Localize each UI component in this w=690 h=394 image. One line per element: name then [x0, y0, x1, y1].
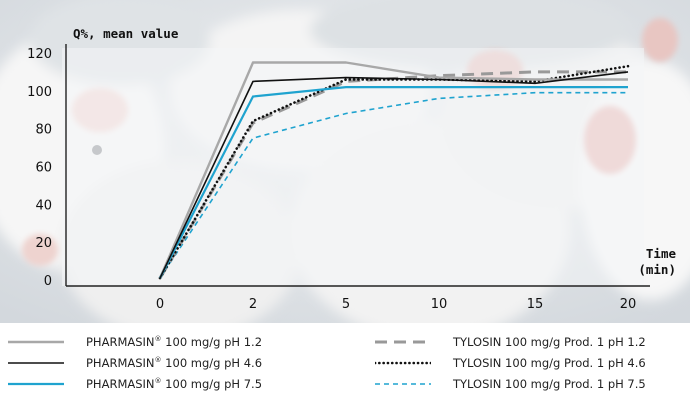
legend-brand-4: TYLOSIN [453, 356, 502, 370]
legend-text-4: 100 mg/g Prod. 1 pH 4.6 [501, 356, 646, 370]
legend-text-0: 100 mg/g pH 1.2 [161, 335, 263, 349]
series-line-2 [159, 85, 628, 279]
legend-item-1: PHARMASIN® 100 mg/g pH 4.6 [8, 353, 262, 373]
legend-item-0: PHARMASIN® 100 mg/g pH 1.2 [8, 332, 262, 352]
legend-label-1: PHARMASIN® 100 mg/g pH 4.6 [86, 356, 262, 370]
legend-label-4: TYLOSIN 100 mg/g Prod. 1 pH 4.6 [453, 356, 646, 370]
plot-panel [62, 48, 644, 286]
y-tick-label: 100 [27, 85, 52, 100]
series-line-0 [158, 61, 628, 279]
y-tick-label: 0 [44, 274, 52, 289]
legend-swatch-1 [8, 362, 64, 364]
y-tick-label: 80 [35, 123, 52, 138]
x-tick-label: 20 [620, 297, 637, 312]
legend-label-3: TYLOSIN 100 mg/g Prod. 1 pH 1.2 [453, 335, 646, 349]
legend-swatch-2 [8, 382, 64, 386]
legend-swatch-5 [375, 383, 431, 385]
series-line-1 [159, 71, 629, 279]
legend-text-3: 100 mg/g Prod. 1 pH 1.2 [501, 335, 646, 349]
legend-brand-1: PHARMASIN [86, 356, 155, 370]
x-axis-title-line1: Time [646, 246, 677, 261]
series-line-5 [159, 91, 628, 279]
legend-swatch-3 [375, 340, 431, 344]
legend-brand-0: PHARMASIN [86, 335, 155, 349]
x-tick-label: 5 [342, 297, 350, 312]
registered-mark: ® [154, 377, 162, 386]
x-tick-label: 10 [431, 297, 448, 312]
legend: PHARMASIN® 100 mg/g pH 1.2 PHARMASIN® 10… [0, 330, 690, 394]
chart-area: 0 20 40 60 80 100 120 0 2 5 10 15 20 Q%, mean value … [0, 0, 690, 323]
legend-label-2: PHARMASIN® 100 mg/g pH 7.5 [86, 377, 262, 391]
legend-brand-2: PHARMASIN [86, 377, 155, 391]
legend-swatch-0 [8, 340, 64, 344]
legend-swatch-4 [375, 361, 431, 365]
registered-mark: ® [154, 335, 162, 344]
legend-text-2: 100 mg/g pH 7.5 [161, 377, 263, 391]
y-tick-label: 120 [27, 47, 52, 62]
legend-brand-5: TYLOSIN [453, 377, 502, 391]
legend-label-5: TYLOSIN 100 mg/g Prod. 1 pH 7.5 [453, 377, 646, 391]
y-tick-label: 40 [35, 198, 52, 213]
y-tick-label: 60 [35, 161, 52, 176]
x-tick-label: 0 [156, 297, 164, 312]
y-tick-label: 20 [35, 236, 52, 251]
legend-item-5: TYLOSIN 100 mg/g Prod. 1 pH 7.5 [375, 374, 646, 394]
legend-item-4: TYLOSIN 100 mg/g Prod. 1 pH 4.6 [375, 353, 646, 373]
legend-brand-3: TYLOSIN [453, 335, 502, 349]
x-axis-title-line2: (min) [638, 262, 676, 277]
registered-mark: ® [154, 356, 162, 365]
legend-text-1: 100 mg/g pH 4.6 [161, 356, 263, 370]
legend-label-0: PHARMASIN® 100 mg/g pH 1.2 [86, 335, 262, 349]
legend-item-3: TYLOSIN 100 mg/g Prod. 1 pH 1.2 [375, 332, 646, 352]
x-tick-label: 2 [249, 297, 257, 312]
y-axis-title: Q%, mean value [73, 26, 179, 41]
legend-text-5: 100 mg/g Prod. 1 pH 7.5 [501, 377, 646, 391]
x-tick-label: 15 [527, 297, 544, 312]
legend-item-2: PHARMASIN® 100 mg/g pH 7.5 [8, 374, 262, 394]
